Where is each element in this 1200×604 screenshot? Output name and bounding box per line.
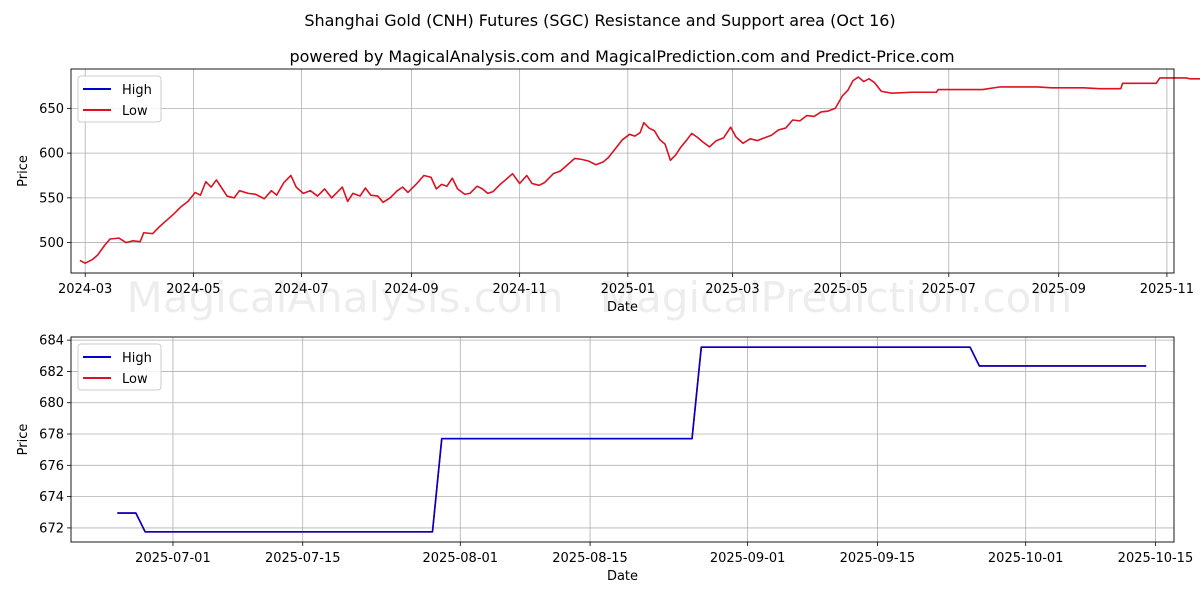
chart-1-x-tick-label: 2025-09-15 xyxy=(840,551,916,566)
chart-0-x-tick-label: 2024-05 xyxy=(166,282,220,297)
chart-0-plot-area xyxy=(71,69,1174,273)
chart-1-y-tick-label: 674 xyxy=(39,490,64,505)
chart-0-x-tick-label: 2024-03 xyxy=(58,282,112,297)
chart-0-x-tick-label: 2025-05 xyxy=(813,282,867,297)
chart-1-y-tick-label: 678 xyxy=(39,428,64,443)
chart-1-y-tick-label: 684 xyxy=(39,334,64,349)
chart-0-x-tick-label: 2025-11 xyxy=(1140,282,1194,297)
chart-1-y-tick-label: 672 xyxy=(39,521,64,536)
chart-1-x-axis-label: Date xyxy=(607,569,638,584)
top-chart-panel: 2024-03 2024-05 2024-07 2024-09 2024-11 2025-… xyxy=(16,68,1200,315)
chart-1-x-tick-label: 2025-10-15 xyxy=(1118,551,1194,566)
chart-title: Shanghai Gold (CNH) Futures (SGC) Resist… xyxy=(304,11,895,30)
chart-0-series-low-line xyxy=(79,76,1200,264)
chart-1-x-tick-label: 2025-07-01 xyxy=(135,551,211,566)
chart-0-legend-label-high: High xyxy=(122,83,152,98)
chart-0-y-tick-label: 550 xyxy=(39,191,64,206)
chart-0-y-tick-label: 500 xyxy=(39,236,64,251)
chart-1-y-tick-label: 682 xyxy=(39,365,64,380)
chart-1-x-tick-label: 2025-09-01 xyxy=(710,551,786,566)
chart-1-x-tick-label: 2025-10-01 xyxy=(988,551,1064,566)
chart-0-x-tick-label: 2024-09 xyxy=(384,282,438,297)
chart-0-x-tick-label: 2024-11 xyxy=(492,282,546,297)
chart-1-series-high-line xyxy=(117,346,1147,533)
chart-1-plot-frame xyxy=(70,336,1175,543)
chart-1-legend-label-low: Low xyxy=(122,372,148,387)
chart-0-plot-frame xyxy=(70,68,1175,274)
chart-0-x-tick-label: 2024-07 xyxy=(274,282,328,297)
chart-1-y-tick-label: 680 xyxy=(39,396,64,411)
chart-1-legend-label-high: High xyxy=(122,351,152,366)
chart-subtitle: powered by MagicalAnalysis.com and Magic… xyxy=(289,47,954,66)
chart-0-x-tick-label: 2025-01 xyxy=(601,282,655,297)
chart-0-legend-label-low: Low xyxy=(122,104,148,119)
bottom-chart-panel: 2025-07-01 2025-07-15 2025-08-01 2025-08-15… xyxy=(16,334,1193,584)
chart-0-x-tick-label: 2025-07 xyxy=(922,282,976,297)
chart-0-x-axis-label: Date xyxy=(607,300,638,315)
chart-1-x-tick-label: 2025-07-15 xyxy=(265,551,341,566)
watermark-3: MagicalAnalysis.com xyxy=(127,273,564,322)
watermark-4: MagicalPrediction.com xyxy=(600,273,1073,322)
chart-1-x-tick-label: 2025-08-01 xyxy=(423,551,499,566)
chart-0-x-tick-label: 2025-03 xyxy=(705,282,759,297)
chart-1-x-tick-label: 2025-08-15 xyxy=(552,551,628,566)
chart-1-y-axis-label: Price xyxy=(16,424,31,456)
chart-0-y-tick-label: 650 xyxy=(39,102,64,117)
chart-0-y-tick-label: 600 xyxy=(39,147,64,162)
chart-1-y-tick-label: 676 xyxy=(39,459,64,474)
chart-0-y-axis-label: Price xyxy=(16,155,31,187)
chart-0-x-tick-label: 2025-09 xyxy=(1032,282,1086,297)
